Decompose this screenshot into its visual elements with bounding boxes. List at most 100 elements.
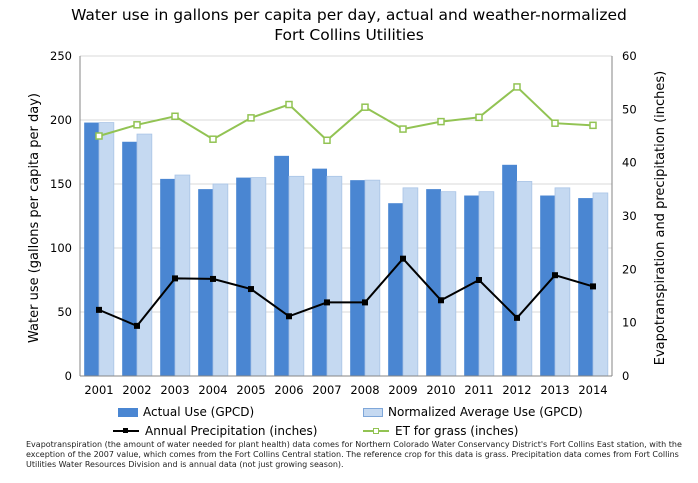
et-grass-point [171, 112, 179, 121]
et-grass-point [133, 121, 141, 129]
et-grass-line [98, 85, 594, 142]
et-grass-point [361, 103, 369, 111]
y-tick-label: 150 [50, 177, 72, 191]
et-grass-point [513, 83, 521, 91]
bar-normalized-use [136, 133, 153, 377]
et-grass-point [247, 114, 255, 122]
y-tick-label: 50 [57, 305, 72, 319]
bar-normalized-use [402, 187, 419, 377]
x-tick-label: 2012 [502, 383, 531, 397]
bar-actual-use [426, 189, 441, 376]
legend-swatch-normalized [363, 407, 383, 417]
legend-swatch-precip [113, 426, 139, 436]
bar-actual-use [160, 178, 175, 376]
bar-actual-use [274, 155, 289, 376]
x-tick-label: 2011 [464, 383, 493, 397]
et-grass-point [437, 117, 445, 126]
chart-subtitle: Fort Collins Utilities [274, 26, 424, 44]
bar-actual-use [502, 164, 517, 376]
bar-actual-use [84, 122, 99, 376]
bar-actual-use [122, 141, 137, 376]
bar-normalized-use [440, 191, 457, 377]
y-right-tick-label: 40 [622, 156, 637, 170]
bar-actual-use [464, 195, 479, 376]
axes: 0 50 100 150 200 250 0 10 20 30 40 50 60 2001 2002 2003… [50, 49, 637, 397]
x-tick-label: 2006 [274, 383, 303, 397]
et-grass-point [551, 119, 559, 127]
bar-normalized-use [98, 122, 115, 377]
precipitation-point [400, 255, 406, 262]
legend-actual-use: Actual Use (GPCD) [118, 405, 254, 419]
precipitation-point [172, 275, 178, 282]
bar-actual-use [578, 198, 593, 376]
legend-swatch-actual [118, 407, 138, 417]
x-tick-label: 2014 [578, 383, 607, 397]
y-right-tick-label: 30 [622, 209, 637, 223]
precipitation-point [476, 277, 482, 283]
y-tick-label: 0 [65, 369, 72, 383]
precipitation-point [324, 299, 330, 306]
y-tick-label: 100 [50, 241, 72, 255]
legend-label-precip: Annual Precipitation (inches) [145, 424, 318, 438]
et-grass-point [285, 100, 293, 109]
bar-series [84, 122, 609, 377]
precipitation-point [210, 275, 216, 282]
bar-actual-use [312, 168, 327, 376]
et-grass-point [323, 136, 331, 145]
bar-normalized-use [516, 181, 533, 377]
precipitation-line [98, 257, 594, 328]
y-right-tick-label: 10 [622, 316, 637, 330]
y-axis-title: Water use (gallons per capita per day) [27, 93, 42, 343]
precipitation-point [362, 299, 368, 306]
bar-normalized-use [288, 175, 305, 377]
x-tick-label: 2005 [236, 383, 265, 397]
legend-swatch-et [363, 426, 389, 436]
y-right-tick-label: 0 [622, 369, 629, 383]
line-series [95, 83, 597, 329]
x-tick-label: 2013 [540, 383, 569, 397]
bar-normalized-use [478, 191, 495, 377]
et-grass-point [399, 125, 407, 133]
bar-normalized-use [250, 177, 267, 377]
y-axis-right-title: Evapotranspiration and precipitation (in… [653, 71, 668, 365]
chart-plot: 0 50 100 150 200 250 0 10 20 30 40 50 60 2001 2002 2003… [27, 49, 668, 397]
x-tick-label: 2007 [312, 383, 341, 397]
precipitation-point [514, 314, 520, 321]
legend-normalized-use: Normalized Average Use (GPCD) [363, 405, 583, 419]
chart-footnote: Evapotranspiration (the amount of water … [26, 440, 682, 469]
y-tick-label: 200 [50, 113, 72, 127]
et-grass-point [209, 135, 217, 143]
precipitation-point [438, 297, 444, 304]
y-tick-label: 250 [50, 49, 72, 63]
precipitation-point [134, 322, 140, 329]
precipitation-point [552, 272, 558, 279]
bar-actual-use [236, 177, 251, 376]
x-tick-label: 2003 [160, 383, 189, 397]
x-tick-label: 2010 [426, 383, 455, 397]
precipitation-point [590, 283, 596, 290]
x-tick-label: 2004 [198, 383, 227, 397]
legend-label-actual: Actual Use (GPCD) [143, 405, 255, 419]
precipitation-point [96, 306, 102, 313]
bar-actual-use [540, 195, 555, 376]
x-tick-label: 2009 [388, 383, 417, 397]
chart-title: Water use in gallons per capita per day,… [71, 6, 627, 24]
bar-actual-use [198, 189, 213, 376]
precipitation-point [248, 286, 254, 293]
x-tick-label: 2002 [122, 383, 151, 397]
x-tick-label: 2001 [84, 383, 113, 397]
y-right-tick-label: 50 [622, 102, 637, 116]
bar-actual-use [350, 180, 365, 376]
y-right-tick-label: 20 [622, 262, 637, 276]
legend-et-grass: ET for grass (inches) [363, 424, 518, 438]
legend-label-normalized: Normalized Average Use (GPCD) [388, 405, 583, 419]
et-grass-point [475, 113, 483, 122]
et-grass-point [95, 132, 103, 140]
et-grass-point [589, 121, 597, 130]
precipitation-point [286, 313, 292, 320]
x-tick-label: 2008 [350, 383, 379, 397]
legend-precipitation: Annual Precipitation (inches) [113, 424, 318, 438]
bar-normalized-use [554, 187, 571, 377]
bar-normalized-use [364, 179, 381, 377]
